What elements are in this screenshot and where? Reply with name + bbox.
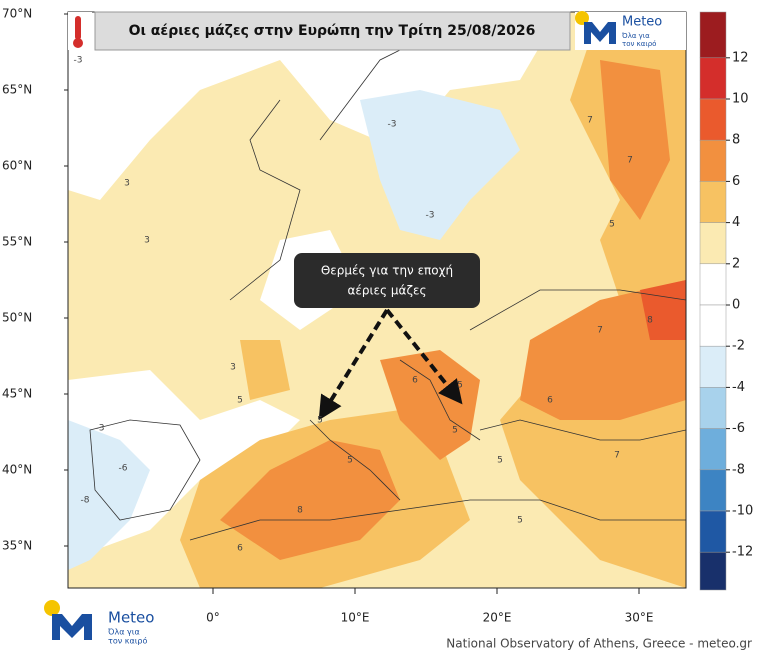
colorbar-label: 10 xyxy=(732,92,749,107)
contour-label: 7 xyxy=(597,326,603,336)
lon-label: 10°E xyxy=(341,611,370,625)
logo-m xyxy=(52,614,92,640)
logo-tagline: Όλα για xyxy=(621,32,650,40)
logo-tagline: τον καιρό xyxy=(622,40,656,48)
credit: National Observatory of Athens, Greece -… xyxy=(446,637,752,651)
lat-label: 35°N xyxy=(2,539,32,553)
contour-label: 8 xyxy=(647,316,653,326)
contour-label: 7 xyxy=(587,116,593,126)
contour-label: -6 xyxy=(119,464,128,474)
contour-label: 7 xyxy=(614,451,620,461)
colorbar-label: 8 xyxy=(732,133,740,148)
colorbar-swatch xyxy=(699,304,727,347)
colorbar-label: -10 xyxy=(732,504,753,519)
colorbar-swatch xyxy=(699,57,727,100)
lat-label: 65°N xyxy=(2,83,32,97)
contour-label: -3 xyxy=(388,120,397,130)
lat-label: 55°N xyxy=(2,235,32,249)
colorbar-label: 2 xyxy=(732,256,740,271)
logo-sun xyxy=(575,11,589,25)
contour-label: 3 xyxy=(230,363,236,373)
contour-label: 7 xyxy=(627,156,633,166)
colorbar-label: 6 xyxy=(732,174,740,189)
lat-label: 45°N xyxy=(2,387,32,401)
colorbar-swatch xyxy=(699,139,727,182)
logo-name: Meteo xyxy=(622,15,662,30)
colorbar-swatch xyxy=(699,428,727,471)
contour-label: 6 xyxy=(237,544,243,554)
contour-label: -3 xyxy=(74,56,83,66)
colorbar-swatch xyxy=(699,11,727,59)
annotation: αέριες μάζες xyxy=(347,284,426,298)
lon-label: 0° xyxy=(206,611,220,625)
contour-label: 6 xyxy=(412,376,418,386)
title: Οι αέριες μάζες στην Ευρώπη την Τρίτη 25… xyxy=(129,23,536,39)
colorbar-label: -4 xyxy=(732,380,745,395)
annotation-box xyxy=(294,253,480,308)
annotation: Θερμές για την εποχή xyxy=(321,264,453,278)
lon-label: 20°E xyxy=(483,611,512,625)
lat-label: 40°N xyxy=(2,463,32,477)
logo-tagline: τον καιρό xyxy=(108,636,147,646)
colorbar-label: -8 xyxy=(732,462,745,477)
colorbar-label: -12 xyxy=(732,545,753,560)
logo-tagline: Όλα για xyxy=(107,627,140,637)
contour-label: 8 xyxy=(297,506,303,516)
logo-sun xyxy=(44,600,60,616)
colorbar-label: 12 xyxy=(732,50,749,65)
contour-label: 5 xyxy=(457,381,463,391)
arrow xyxy=(385,308,463,405)
arrow xyxy=(318,308,389,421)
contour-label: 5 xyxy=(237,396,243,406)
contour-label: 5 xyxy=(609,220,615,230)
logo-name: Meteo xyxy=(108,609,154,627)
title-box xyxy=(94,11,571,51)
contour-label: 3 xyxy=(144,236,150,246)
contour-label: 5 xyxy=(452,426,458,436)
colorbar-swatch xyxy=(699,181,727,223)
thermometer-bulb xyxy=(73,38,83,48)
colorbar-label: -6 xyxy=(732,421,745,436)
lon-label: 30°E xyxy=(625,611,654,625)
contour-label: 6 xyxy=(547,396,553,406)
thermometer xyxy=(75,16,81,40)
colorbar-swatch xyxy=(699,551,727,591)
colorbar-swatch xyxy=(699,469,727,512)
contour-label: 5 xyxy=(497,456,503,466)
colorbar-swatch xyxy=(699,98,727,141)
contour-label: -3 xyxy=(426,211,435,221)
colorbar-swatch xyxy=(699,345,727,388)
lat-label: 60°N xyxy=(2,159,32,173)
contour-label: 3 xyxy=(124,179,130,189)
contour-label: 5 xyxy=(317,416,323,426)
contour-label: -3 xyxy=(96,424,105,434)
lat-label: 70°N xyxy=(2,7,32,21)
colorbar-swatch xyxy=(699,510,727,553)
colorbar-label: 4 xyxy=(732,215,740,230)
colorbar-swatch xyxy=(699,263,727,306)
colorbar-swatch xyxy=(699,222,727,265)
logo-m xyxy=(584,22,616,44)
colorbar-label: -2 xyxy=(732,339,745,354)
contour-label: -8 xyxy=(81,496,90,506)
colorbar-label: 0 xyxy=(732,298,740,313)
lat-label: 50°N xyxy=(2,311,32,325)
contour-label: 5 xyxy=(517,516,523,526)
colorbar-swatch xyxy=(699,387,727,429)
contour-label: 5 xyxy=(347,456,353,466)
